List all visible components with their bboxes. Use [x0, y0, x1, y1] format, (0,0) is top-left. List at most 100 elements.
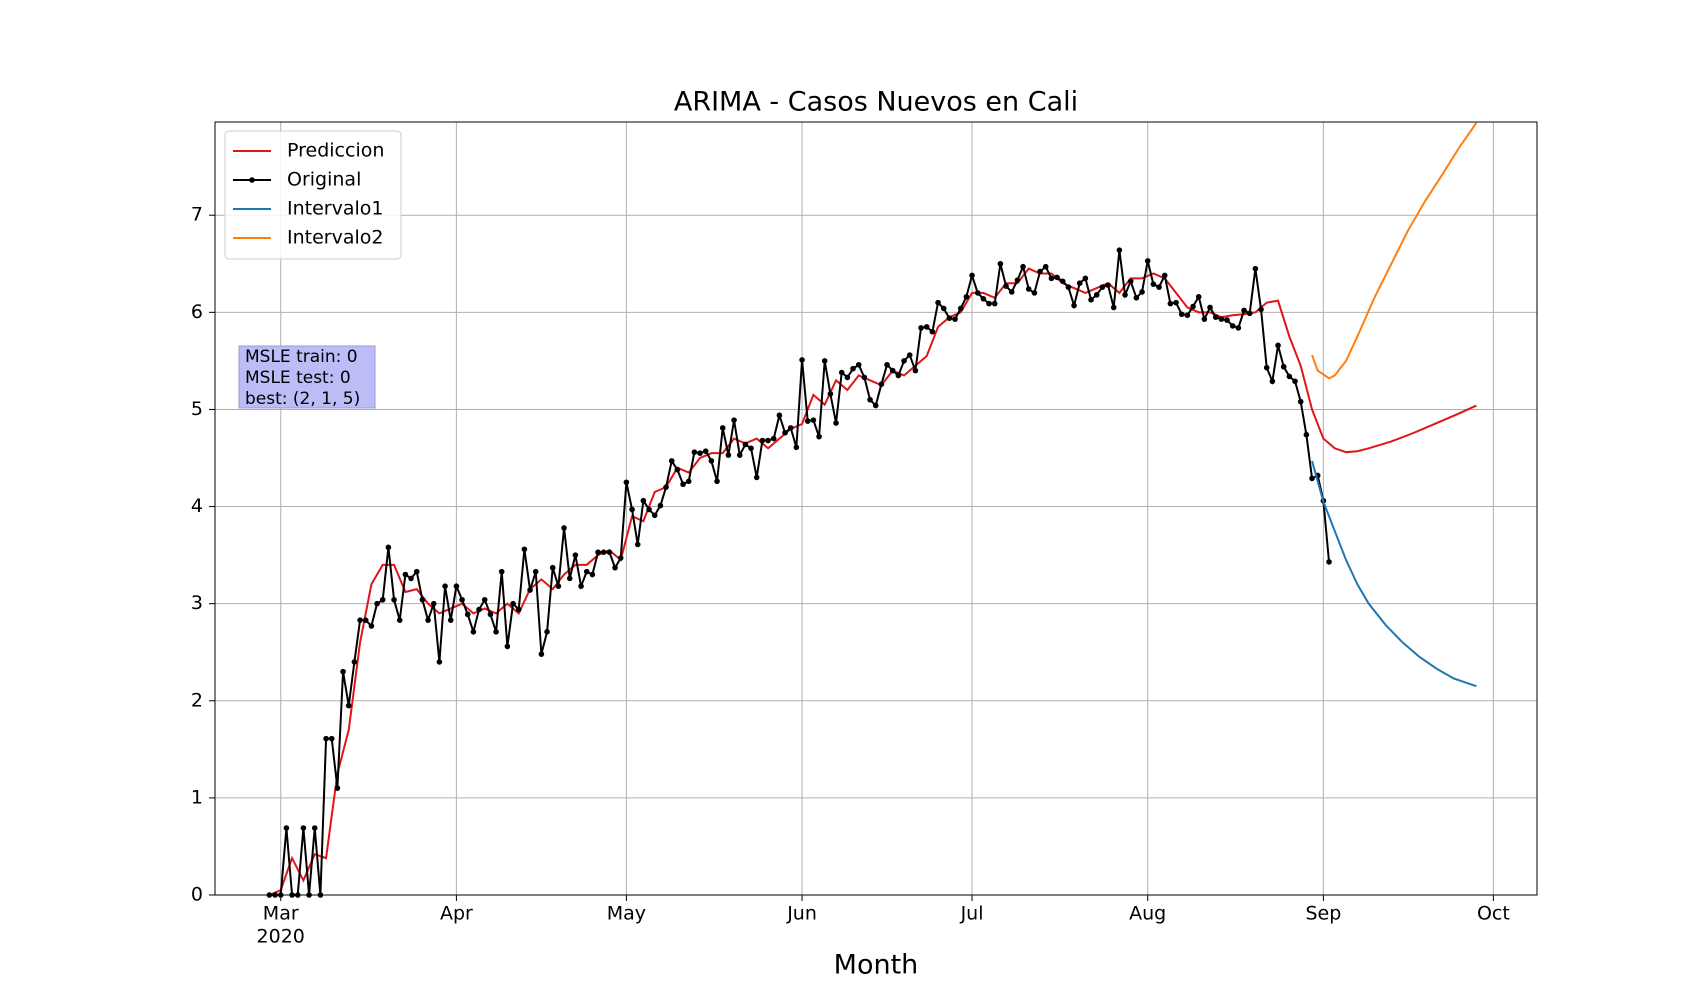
series-marker [1297, 398, 1304, 405]
series-marker [1207, 304, 1213, 311]
series-marker [1229, 323, 1236, 329]
series-marker [872, 402, 879, 409]
series-marker [1093, 292, 1100, 298]
series-marker [1195, 293, 1202, 300]
series-marker [385, 544, 392, 551]
series-marker [844, 374, 851, 381]
series-marker [697, 450, 703, 456]
series-marker [640, 497, 647, 504]
x-axis-label: Month [834, 950, 919, 981]
series-marker [810, 417, 817, 423]
series-marker [566, 575, 573, 582]
legend-marker [249, 177, 255, 183]
series-marker [1241, 307, 1247, 314]
legend-box [224, 130, 402, 260]
series-marker [532, 568, 539, 575]
series-marker [1116, 247, 1123, 253]
series-marker [991, 300, 998, 307]
series-marker [464, 611, 471, 618]
x-tick-label: Mar [263, 903, 299, 925]
series-marker [1173, 299, 1179, 306]
series-marker [793, 444, 800, 451]
series-marker [544, 629, 550, 635]
series-marker [1105, 282, 1111, 288]
series-marker [476, 606, 482, 613]
y-tick-label: 0 [191, 884, 203, 906]
series-marker [742, 441, 749, 448]
series-marker [912, 367, 919, 374]
series-marker [929, 328, 936, 335]
series-marker [510, 600, 516, 607]
series-marker [889, 367, 896, 374]
series-marker [357, 617, 363, 623]
series-marker [1280, 363, 1287, 370]
series-marker [816, 433, 822, 440]
series-marker [748, 445, 754, 452]
series-marker [1218, 316, 1225, 322]
series-marker [799, 357, 805, 363]
series-marker [374, 600, 380, 607]
series-marker [663, 484, 669, 490]
series-marker [878, 381, 885, 387]
x-tick-label: Sep [1305, 903, 1341, 925]
series-marker [719, 425, 726, 431]
series-marker [776, 412, 783, 419]
series-marker [266, 892, 273, 898]
series-marker [453, 583, 460, 589]
series-marker [1065, 284, 1072, 290]
series-marker [1076, 280, 1083, 287]
series-marker [787, 425, 794, 431]
series-marker [1099, 284, 1106, 290]
series-marker [504, 643, 511, 650]
series-marker [725, 452, 732, 458]
series-marker [759, 437, 766, 444]
series-marker [447, 617, 454, 623]
series-marker [368, 623, 375, 629]
series-marker [498, 568, 505, 575]
series-marker [1161, 272, 1168, 279]
series-marker [651, 512, 658, 519]
legend-label: Intervalo1 [287, 198, 383, 220]
plot-frame [214, 121, 1538, 896]
series-marker [1309, 475, 1315, 482]
series-marker [487, 611, 494, 618]
chart-title: ARIMA - Casos Nuevos en Cali [674, 87, 1078, 118]
series-line [269, 267, 1477, 896]
series-marker [391, 596, 397, 603]
series-marker [1054, 274, 1060, 281]
series-marker [1212, 314, 1219, 320]
series-marker [328, 735, 335, 742]
series-marker [821, 358, 828, 364]
series-marker [527, 587, 533, 593]
series-marker [283, 825, 290, 831]
series-marker [1156, 284, 1162, 290]
series-marker [1020, 263, 1026, 270]
series-marker [668, 458, 675, 464]
y-tick-label: 3 [191, 592, 203, 614]
series-marker [940, 305, 947, 312]
series-marker [425, 617, 431, 623]
series-marker [481, 596, 488, 603]
series-marker [1167, 300, 1174, 307]
series-marker [980, 295, 987, 302]
series-marker [1246, 310, 1253, 317]
series-marker [561, 525, 567, 531]
series-marker [1263, 364, 1270, 371]
series-marker [362, 617, 369, 623]
series-marker [884, 361, 890, 368]
series-marker [997, 260, 1004, 267]
series-marker [782, 429, 788, 436]
annotation-text: MSLE test: 0 [245, 368, 351, 388]
series-marker [379, 596, 386, 603]
series-marker [833, 420, 839, 426]
x-tick-label: Aug [1129, 903, 1166, 925]
series-marker [957, 305, 964, 312]
legend-label: Original [287, 169, 361, 191]
series-marker [340, 668, 346, 675]
series-marker [345, 702, 352, 709]
series-marker [1110, 304, 1117, 311]
series-marker [1326, 559, 1332, 565]
series-marker [895, 372, 902, 379]
series-marker [1275, 342, 1281, 349]
series-marker [680, 481, 686, 488]
